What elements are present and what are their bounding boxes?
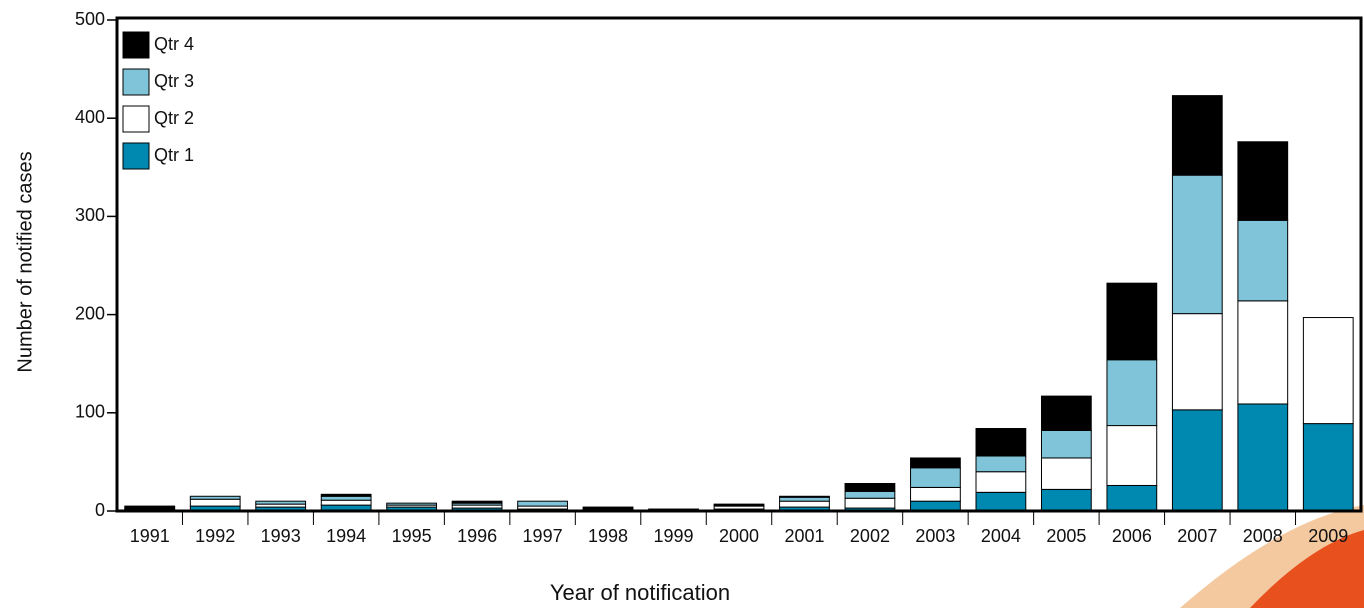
bar-segment	[1171, 95, 1223, 176]
y-axis-label: Number of notified cases	[14, 151, 36, 372]
bar-segment	[1106, 484, 1158, 512]
bar-segment	[910, 486, 961, 502]
x-tick-label: 1991	[130, 526, 170, 546]
legend-label: Qtr 1	[154, 145, 194, 165]
x-tick-label: 1998	[588, 526, 628, 546]
bar-segment	[189, 495, 241, 500]
bar-segment	[189, 498, 241, 507]
bar-segment	[1040, 429, 1092, 459]
bar-segment	[517, 500, 568, 507]
x-tick-label: 1999	[654, 526, 694, 546]
bar-segment	[1171, 409, 1223, 512]
legend-swatch	[122, 142, 150, 170]
legend-label: Qtr 3	[154, 71, 194, 91]
legend-label: Qtr 2	[154, 108, 194, 128]
bar-segment	[1237, 403, 1289, 512]
bar-segment	[582, 506, 634, 509]
x-tick-label: 2003	[915, 526, 955, 546]
x-tick-label: 2002	[850, 526, 890, 546]
x-tick-label: 2001	[784, 526, 824, 546]
bar-segment	[713, 503, 765, 506]
bar-segment	[1171, 313, 1223, 411]
bar-segment	[124, 505, 176, 508]
x-tick-label: 2000	[719, 526, 759, 546]
bar-segment	[779, 496, 830, 502]
x-tick-label: 2004	[981, 526, 1021, 546]
legend-label: Qtr 4	[154, 34, 194, 54]
x-axis-label: Year of notification	[550, 580, 730, 605]
y-tick-label: 500	[75, 9, 105, 29]
x-tick-label: 2009	[1308, 526, 1348, 546]
bar-segment	[1171, 174, 1223, 315]
bar-segment	[451, 500, 503, 504]
x-tick-label: 2008	[1243, 526, 1283, 546]
bar-segment	[779, 495, 830, 498]
x-tick-label: 1993	[261, 526, 301, 546]
legend-swatch	[122, 105, 150, 133]
bar-segment	[255, 500, 307, 505]
bar-segment	[844, 497, 896, 509]
bar-segment	[1106, 282, 1158, 361]
bar-segment	[386, 502, 438, 506]
bar-segment	[320, 495, 372, 501]
y-tick-label: 300	[75, 205, 105, 225]
bar-segment	[1302, 423, 1354, 512]
x-tick-label: 1995	[392, 526, 432, 546]
bar-segment	[1237, 219, 1289, 302]
y-tick-label: 100	[75, 402, 105, 422]
decoration	[1250, 530, 1364, 608]
x-tick-label: 1994	[326, 526, 366, 546]
bar-segment	[975, 471, 1027, 493]
bar-segment	[1040, 395, 1092, 431]
y-tick-label: 200	[75, 303, 105, 323]
bar-segment	[1106, 425, 1158, 486]
bar-segment	[320, 499, 372, 506]
bar-segment	[1237, 300, 1289, 405]
x-tick-label: 1996	[457, 526, 497, 546]
bar-segment	[320, 493, 372, 497]
bar-segment	[1237, 141, 1289, 221]
bar-segment	[1106, 359, 1158, 427]
bar-segment	[844, 483, 896, 492]
legend-swatch	[122, 68, 150, 96]
bar-segment	[975, 428, 1027, 457]
bar-segment	[1040, 457, 1092, 490]
bar-segment	[910, 467, 961, 488]
y-tick-label: 400	[75, 107, 105, 127]
bar-segment	[779, 500, 830, 508]
x-tick-label: 1992	[195, 526, 235, 546]
bar-segment	[910, 457, 961, 469]
bar-segment	[975, 455, 1027, 473]
bar-segment	[975, 491, 1027, 512]
x-tick-label: 2007	[1177, 526, 1217, 546]
bar-segment	[1040, 488, 1092, 512]
legend-swatch	[122, 31, 150, 59]
x-tick-label: 1997	[523, 526, 563, 546]
x-tick-label: 2006	[1112, 526, 1152, 546]
y-tick-label: 0	[95, 500, 105, 520]
x-tick-label: 2005	[1046, 526, 1086, 546]
bar-segment	[1302, 317, 1354, 425]
bar-segment	[844, 490, 896, 499]
